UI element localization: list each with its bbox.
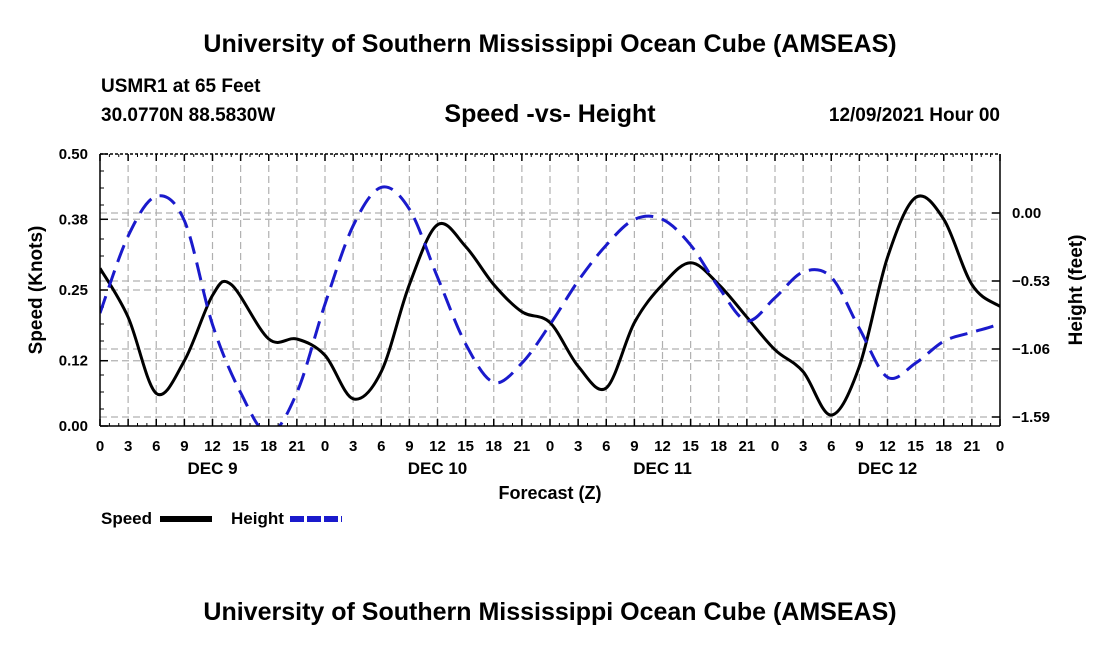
x-tick-label: 9 (405, 438, 413, 455)
x-tick-label: 0 (96, 438, 104, 455)
x-tick-label: 9 (180, 438, 188, 455)
series-line-speed (100, 194, 1000, 417)
y-tick-label: 0.00 (59, 418, 88, 435)
x-day-label: DEC 11 (633, 459, 692, 478)
forecast-datetime: 12/09/2021 Hour 00 (828, 105, 1000, 126)
x-tick-label: 6 (602, 438, 610, 455)
speed-height-chart: 0 3 6 9 12 15 18 21 0 3 6 9 12 15 18 21 0 3 6 9 12 15 18 21 0 3 6 9… (26, 146, 1087, 522)
x-tick-label: 18 (710, 438, 727, 455)
y-tick-label: 0.25 (59, 282, 88, 299)
x-tick-label: 18 (260, 438, 277, 455)
y-right-tick-label: −0.53 (1012, 273, 1050, 290)
x-tick-label: 9 (630, 438, 638, 455)
x-tick-label: 6 (827, 438, 835, 455)
x-tick-label: 3 (799, 438, 807, 455)
x-tick-label: 12 (654, 438, 671, 455)
x-tick-label: 0 (321, 438, 329, 455)
x-tick-label: 15 (682, 438, 699, 455)
legend-height: Height (231, 509, 284, 529)
x-day-label: DEC 9 (187, 459, 237, 478)
footer-title: University of Southern Mississippi Ocean… (203, 598, 897, 626)
x-tick-label: 12 (429, 438, 446, 455)
y-right-tick-label: −1.06 (1012, 341, 1050, 358)
y-axis-title: Speed (Knots) (26, 226, 47, 355)
x-tick-label: 21 (964, 438, 981, 455)
x-tick-label: 0 (771, 438, 779, 455)
x-tick-label: 6 (152, 438, 160, 455)
x-tick-label: 21 (514, 438, 531, 455)
x-tick-label: 9 (855, 438, 863, 455)
x-tick-label: 6 (377, 438, 385, 455)
y-right-axis-title: Height (feet) (1066, 235, 1087, 346)
x-tick-label: 12 (879, 438, 896, 455)
x-tick-label: 3 (124, 438, 132, 455)
y-tick-label: 0.50 (59, 146, 88, 163)
x-tick-label: 21 (289, 438, 306, 455)
y-tick-label: 0.12 (59, 353, 88, 370)
x-tick-label: 3 (349, 438, 357, 455)
legend-height-label: Height (231, 509, 284, 528)
x-tick-label: 3 (574, 438, 582, 455)
x-tick-label: 0 (546, 438, 554, 455)
coordinates-label: 30.0770N 88.5830W (101, 105, 276, 126)
x-tick-label: 18 (935, 438, 952, 455)
x-day-label: DEC 10 (408, 459, 468, 478)
x-axis-title: Forecast (Z) (498, 483, 601, 503)
x-day-label: DEC 12 (858, 459, 918, 478)
x-tick-label: 12 (204, 438, 221, 455)
station-label: USMR1 at 65 Feet (101, 76, 261, 97)
y-tick-label: 0.38 (59, 211, 88, 228)
x-tick-label: 21 (739, 438, 756, 455)
y-right-tick-label: 0.00 (1012, 205, 1041, 222)
legend-speed: Speed (101, 509, 152, 529)
x-tick-label: 0 (996, 438, 1004, 455)
x-tick-label: 15 (232, 438, 249, 455)
x-tick-label: 18 (485, 438, 502, 455)
chart-subtitle: Speed -vs- Height (444, 100, 656, 128)
x-tick-label: 15 (457, 438, 474, 455)
chart-title: University of Southern Mississippi Ocean… (203, 30, 897, 58)
x-tick-label: 15 (907, 438, 924, 455)
series-line-height (100, 185, 1000, 426)
y-right-tick-label: −1.59 (1012, 409, 1050, 426)
legend-speed-label: Speed (101, 509, 153, 528)
